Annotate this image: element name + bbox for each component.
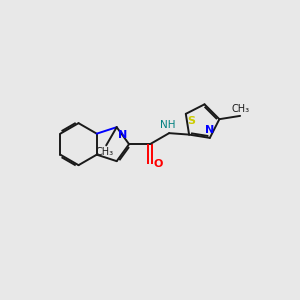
Text: CH₃: CH₃	[96, 147, 114, 157]
Text: O: O	[154, 159, 163, 169]
Text: CH₃: CH₃	[231, 103, 249, 114]
Text: NH: NH	[160, 120, 176, 130]
Text: S: S	[187, 116, 195, 126]
Text: N: N	[118, 130, 128, 140]
Text: N: N	[205, 125, 214, 135]
